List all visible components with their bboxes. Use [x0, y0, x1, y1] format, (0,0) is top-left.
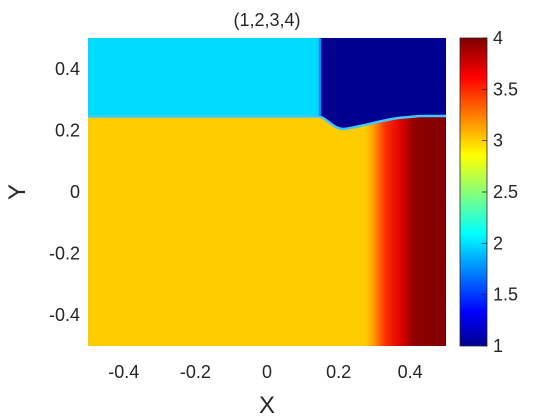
colorbar-tick-label: 4: [493, 28, 503, 48]
y-tick-label: -0.2: [49, 244, 80, 264]
interface-bump: [320, 115, 446, 128]
colorbar-tick-label: 3: [493, 131, 503, 151]
y-tick-label: -0.4: [49, 305, 80, 325]
plot-area: [88, 38, 446, 346]
colorbar: 1 1.5 2 2.5 3 3.5 4: [459, 28, 518, 356]
colorbar-tick-label: 2.5: [493, 182, 518, 202]
x-tick-label: -0.2: [180, 362, 211, 382]
x-tick-label: 0: [262, 362, 272, 382]
colorbar-tick-label: 1.5: [493, 285, 518, 305]
x-tick-label: -0.4: [108, 362, 139, 382]
y-tick-label: 0.2: [55, 120, 80, 140]
x-tick-label: 0.2: [326, 362, 351, 382]
y-ticks: -0.4 -0.2 0 0.2 0.4: [49, 59, 80, 325]
colorbar-ticks: 1 1.5 2 2.5 3 3.5 4: [482, 28, 518, 356]
x-tick-label: 0.4: [398, 362, 423, 382]
x-axis-label: X: [259, 392, 275, 419]
region-bottom-right-gradient: [365, 117, 446, 346]
region-top-right: [320, 38, 446, 117]
interface-line: [88, 114, 446, 131]
y-tick-label: 0: [70, 182, 80, 202]
colorbar-tick-label: 2: [493, 233, 503, 253]
y-axis-label: Y: [4, 184, 31, 200]
colorbar-tick-label: 1: [493, 336, 503, 356]
region-top-left: [88, 38, 320, 117]
colorbar-tick-label: 3.5: [493, 79, 518, 99]
y-tick-label: 0.4: [55, 59, 80, 79]
x-ticks: -0.4 -0.2 0 0.2 0.4: [108, 362, 422, 382]
chart-title: (1,2,3,4): [233, 10, 300, 30]
